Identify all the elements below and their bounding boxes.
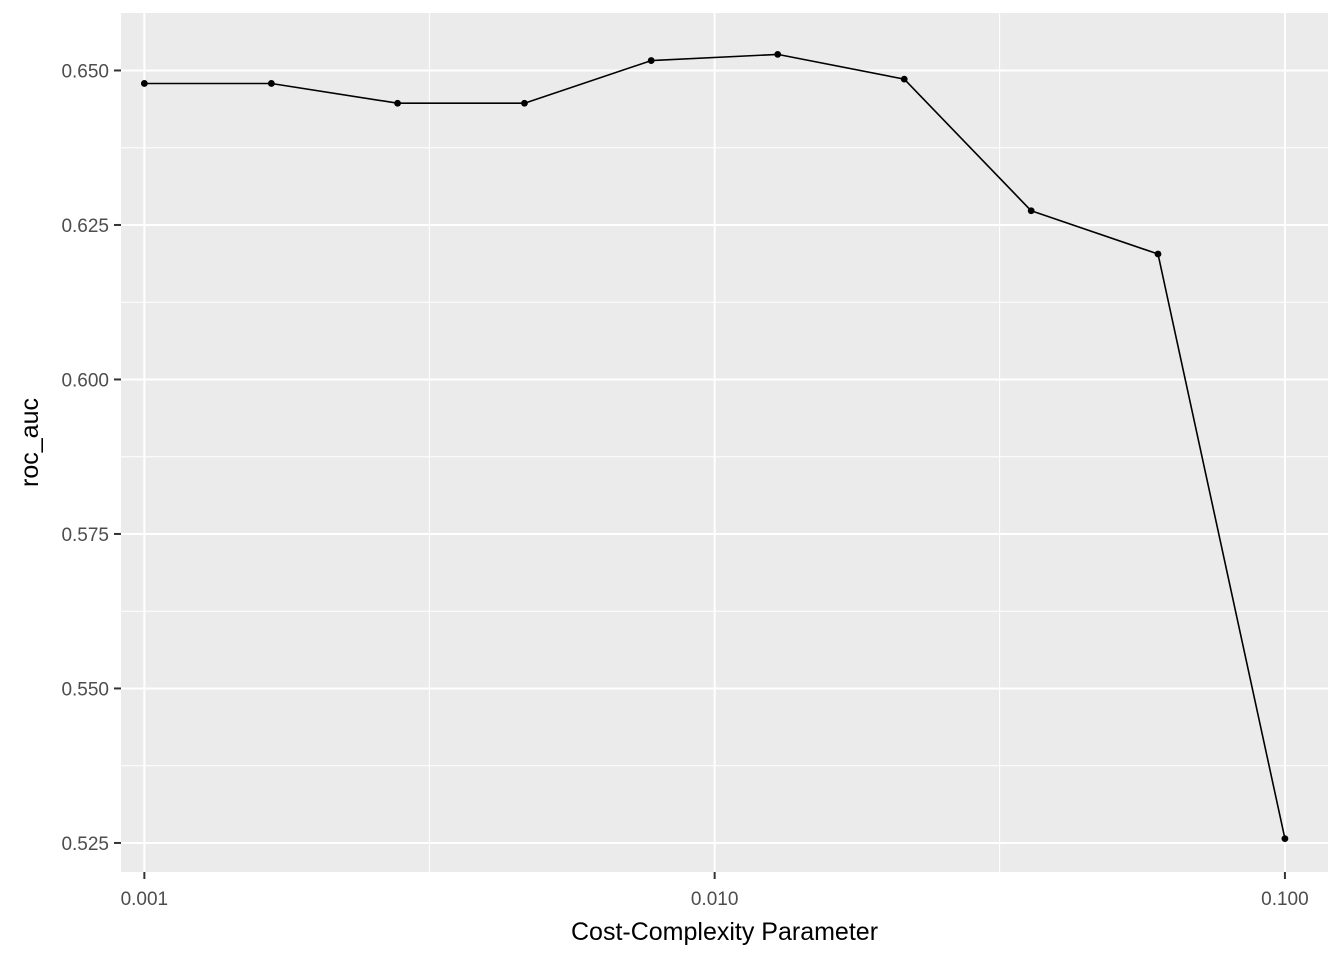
data-point <box>267 80 275 87</box>
y-tick-label: 0.650 <box>61 61 109 82</box>
x-tick-label: 0.010 <box>691 889 739 910</box>
y-tick-label: 0.625 <box>61 216 109 237</box>
plot-panel <box>121 13 1328 872</box>
x-axis-title: Cost-Complexity Parameter <box>571 918 878 946</box>
y-tick-label: 0.600 <box>61 370 109 391</box>
data-point <box>521 99 528 107</box>
data-point <box>394 99 401 107</box>
data-point <box>1154 250 1162 258</box>
axes-layer: 0.525 0.550 0.575 0.600 0.625 0.650 0.001 0.010… <box>61 61 1308 910</box>
y-axis-title: roc_auc <box>16 398 44 487</box>
x-tick-label: 0.100 <box>1261 889 1309 910</box>
data-point <box>1027 207 1035 215</box>
data-point <box>647 57 655 64</box>
x-tick-label: 0.001 <box>121 889 169 910</box>
data-point <box>900 75 908 83</box>
minor-gridlines <box>121 13 1328 872</box>
data-point <box>140 80 148 87</box>
y-tick-label: 0.525 <box>61 834 109 855</box>
series-line <box>144 53 1286 839</box>
data-point <box>1281 835 1289 843</box>
series-layer <box>140 51 1289 843</box>
data-point <box>774 51 782 58</box>
y-tick-label: 0.575 <box>61 525 109 546</box>
y-tick-label: 0.550 <box>61 679 109 700</box>
major-gridlines <box>121 13 1328 872</box>
